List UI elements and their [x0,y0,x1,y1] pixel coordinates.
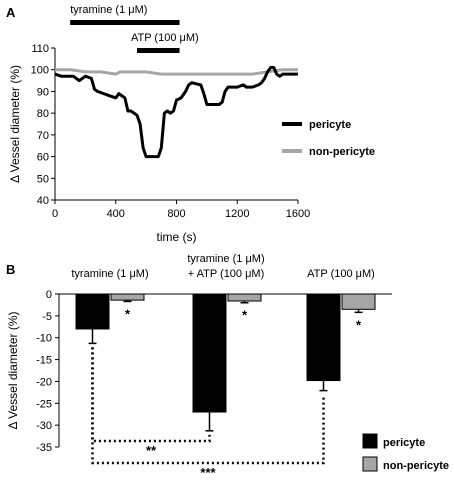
panel-a-legend: pericyte non-pericyte [282,119,375,158]
panel-a-x-tick-label: 800 [167,208,185,220]
category-label-0: tyramine (1 μM) [71,268,148,280]
panel-b-y-tick-label: -30 [36,420,52,432]
panel-a-x-tick-label: 1200 [225,208,249,220]
legend-label-pericyte: pericyte [383,437,425,449]
legend-label-pericyte: pericyte [309,119,351,131]
panel-b-bars: * * * [75,293,376,432]
series-line-pericyte [54,66,298,159]
category-label-1: + ATP (100 μM) [188,268,265,280]
panel-a: tyramine (1 μM) ATP (100 μM) 40 50 60 70 80 90… [8,4,375,244]
legend-label-non-pericyte: non-pericyte [309,146,375,158]
stimulus-bar-0 [70,20,180,25]
panel-b-y-tick-label: -35 [36,442,52,454]
panel-a-y-tick-label: 40 [37,195,49,207]
panel-b-legend: pericyte non-pericyte [362,433,449,472]
panel-a-y-tick-label: 70 [37,130,49,142]
panel-a-axes: 40 50 60 70 80 90 100 110 0 400 800 1200 1600 [31,43,311,220]
bar-non-pericyte-0 [110,293,145,301]
panel-a-label: A [6,5,16,20]
significance-star-2: * [356,317,362,332]
significance-star-0: * [125,306,131,321]
panel-a-series [54,66,298,159]
bar-non-pericyte-1 [227,293,262,302]
panel-a-y-tick-label: 100 [31,65,49,77]
panel-a-x-axis-title: time (s) [157,230,197,244]
panel-b-y-tick-label: -10 [36,333,52,345]
stimulus-label-0: tyramine (1 μM) [70,4,147,16]
panel-a-y-tick-label: 50 [37,173,49,185]
bar-pericyte-0 [75,293,110,330]
panel-a-y-tick-label: 90 [37,86,49,98]
bar-pericyte-1 [192,293,227,413]
panel-b-y-tick-label: 0 [46,289,52,301]
series-line-non-pericyte [55,68,298,76]
comparison-label-1: *** [200,465,216,480]
bar-pericyte-2 [306,293,341,382]
bar-non-pericyte-2 [341,293,376,310]
panel-b-y-tick-label: -5 [42,311,52,323]
panel-b-label: B [6,262,15,277]
comparison-bracket-1 [91,347,325,465]
panel-a-x-tick-label: 0 [52,208,58,220]
legend-swatch-non-pericyte [362,456,378,472]
panel-b-category-labels: tyramine (1 μM) tyramine (1 μM) + ATP (100… [71,253,374,280]
panel-a-y-tick-label: 80 [37,108,49,120]
panel-a-x-tick-label: 1600 [286,208,310,220]
category-label-1: tyramine (1 μM) [187,253,264,265]
panel-b-comparisons: ***** [91,347,325,480]
panel-b: 0-5-10-15-20-25-30-35 * ** tyramine (1 μM… [6,253,449,480]
panel-b-y-tick-label: -15 [36,355,52,367]
legend-label-non-pericyte: non-pericyte [383,460,449,472]
panel-b-y-tick-label: -20 [36,376,52,388]
stimulus-bars: tyramine (1 μM) ATP (100 μM) [70,4,199,53]
panel-b-y-axis-title: Δ Vessel diameter (%) [6,311,20,429]
stimulus-bar-1 [137,48,180,53]
panel-a-y-axis-title: Δ Vessel diameter (%) [8,65,22,183]
panel-a-y-tick-label: 60 [37,152,49,164]
stimulus-label-1: ATP (100 μM) [131,32,199,44]
panel-a-y-tick-label: 110 [31,43,49,55]
legend-swatch-pericyte [362,433,378,449]
panel-b-y-tick-label: -25 [36,398,52,410]
significance-star-1: * [242,308,248,323]
comparison-bracket-0 [91,347,211,443]
panel-a-x-tick-label: 400 [107,208,125,220]
category-label-2: ATP (100 μM) [307,268,375,280]
comparison-label-0: ** [146,443,157,458]
